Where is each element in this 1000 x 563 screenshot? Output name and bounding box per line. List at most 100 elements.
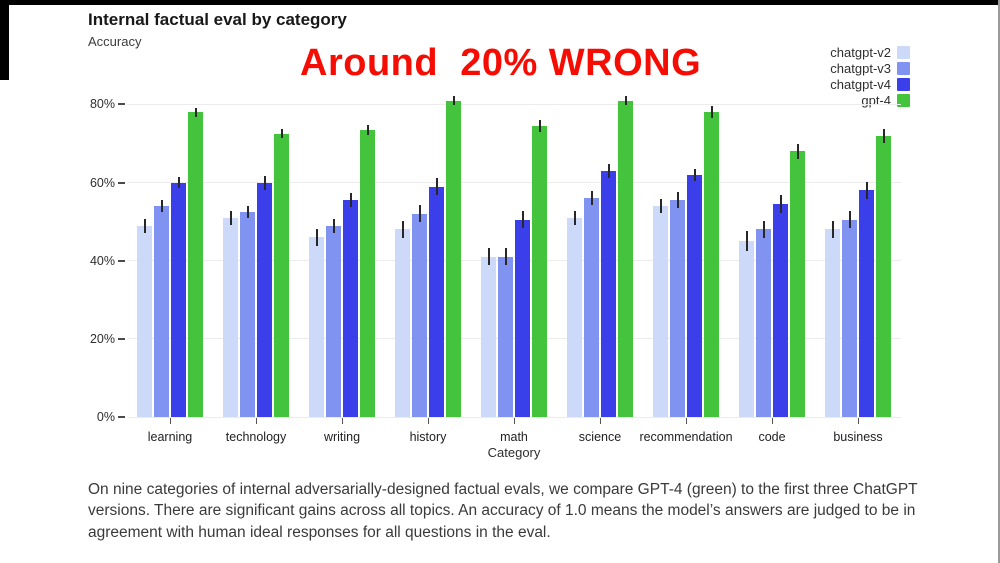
x-tick-mark: [428, 418, 429, 424]
y-tick-label: 40%: [89, 253, 115, 268]
x-tick-mark: [858, 418, 859, 424]
gridline: [127, 103, 901, 105]
legend-label: chatgpt-v3: [830, 61, 891, 76]
bar-gpt-4: [188, 107, 203, 417]
bar-chatgpt-v2: [567, 210, 582, 417]
error-bar: [796, 143, 799, 160]
x-tick-mark: [514, 418, 515, 424]
x-tick-label-technology: technology: [225, 430, 287, 444]
x-tick-label-math: math: [500, 430, 528, 444]
bar-chatgpt-v4: [171, 176, 186, 417]
error-bar: [194, 107, 197, 117]
bar-chatgpt-v3: [498, 248, 513, 417]
x-axis-title: Category: [487, 445, 541, 460]
caption: On nine categories of internal adversari…: [88, 481, 918, 541]
bar-chatgpt-v3: [756, 220, 771, 417]
error-bar: [315, 228, 318, 246]
error-bar: [160, 200, 163, 212]
y-tick-mark: [118, 181, 125, 184]
error-bar: [779, 195, 782, 213]
category-group-learning: learning: [127, 81, 213, 444]
error-bar: [504, 248, 507, 266]
y-tick-mark: [118, 416, 125, 418]
letterbox-top-strip: [0, 0, 1000, 5]
error-bar: [624, 95, 627, 106]
chart-title: Internal factual eval by category: [88, 10, 347, 29]
gridline: [127, 260, 901, 262]
x-tick-label-writing: writing: [323, 430, 361, 444]
bar-chatgpt-v2: [309, 228, 324, 417]
error-bar: [280, 129, 283, 139]
error-bar: [590, 191, 593, 206]
legend-swatch: [897, 78, 910, 91]
error-bar: [332, 218, 335, 233]
bar-chatgpt-v4: [773, 195, 788, 417]
x-tick-label-business: business: [833, 430, 883, 444]
bar-chatgpt-v3: [412, 205, 427, 417]
bar-chatgpt-v3: [240, 206, 255, 417]
legend: chatgpt-v2 chatgpt-v3 chatgpt-v4 gpt-4: [830, 45, 910, 108]
y-tick-label: 0%: [96, 410, 115, 424]
error-bar: [401, 220, 404, 239]
gridline: [127, 338, 901, 340]
y-tick-label: 80%: [89, 97, 115, 112]
error-bar: [693, 168, 696, 181]
error-bar: [831, 220, 834, 239]
error-bar: [229, 210, 232, 225]
bar-chatgpt-v2: [653, 199, 668, 417]
letterbox-left-bar: [0, 0, 9, 80]
y-axis-title: Accuracy: [88, 34, 142, 49]
y-tick-label: 20%: [89, 331, 115, 346]
error-bar: [349, 193, 352, 208]
bar-gpt-4: [790, 143, 805, 417]
error-bar: [676, 192, 679, 208]
error-bar: [487, 248, 490, 266]
bar-chatgpt-v3: [154, 200, 169, 417]
category-group-recommendation: recommendation: [639, 81, 733, 444]
legend-label: chatgpt-v2: [830, 45, 891, 60]
y-tick-mark: [118, 259, 125, 262]
bar-chatgpt-v3: [326, 218, 341, 417]
legend-swatch: [897, 62, 910, 75]
x-tick-label-recommendation: recommendation: [639, 430, 733, 444]
y-tick-mark: [118, 103, 125, 106]
category-group-math: math: [471, 81, 557, 444]
error-bar: [521, 211, 524, 229]
legend-swatch: [897, 94, 910, 107]
bar-gpt-4: [274, 129, 289, 417]
y-tick-label: 60%: [89, 175, 115, 190]
error-bar: [418, 205, 421, 223]
gridline: [127, 416, 901, 418]
frame-right-border: [998, 0, 1000, 563]
y-tick-mark: [118, 337, 125, 340]
annotation-text: Around 20% WRONG: [300, 42, 702, 84]
bar-gpt-4: [446, 95, 461, 417]
legend-item-chatgpt-v3: chatgpt-v3: [830, 61, 910, 76]
x-tick-label-learning: learning: [147, 430, 193, 444]
category-group-writing: writing: [299, 81, 385, 444]
category-group-science: science: [557, 81, 643, 444]
x-tick-mark: [342, 418, 343, 424]
error-bar: [848, 211, 851, 229]
x-tick-mark: [256, 418, 257, 424]
bar-chatgpt-v2: [137, 218, 152, 417]
error-bar: [538, 120, 541, 132]
bar-chatgpt-v4: [687, 168, 702, 417]
bar-gpt-4: [618, 95, 633, 417]
bar-chatgpt-v3: [670, 192, 685, 417]
category-group-history: history: [385, 81, 471, 444]
error-bar: [143, 218, 146, 233]
bar-gpt-4: [360, 125, 375, 417]
error-bar: [366, 125, 369, 135]
bar-chatgpt-v2: [739, 231, 754, 417]
bar-chatgpt-v4: [429, 177, 444, 417]
bar-gpt-4: [532, 120, 547, 417]
legend-item-chatgpt-v4: chatgpt-v4: [830, 77, 910, 92]
legend-item-chatgpt-v2: chatgpt-v2: [830, 45, 910, 60]
x-tick-label-science: science: [578, 430, 622, 444]
bar-chatgpt-v4: [515, 211, 530, 417]
error-bar: [710, 106, 713, 119]
bar-chatgpt-v4: [343, 193, 358, 417]
bar-chatgpt-v3: [842, 211, 857, 417]
